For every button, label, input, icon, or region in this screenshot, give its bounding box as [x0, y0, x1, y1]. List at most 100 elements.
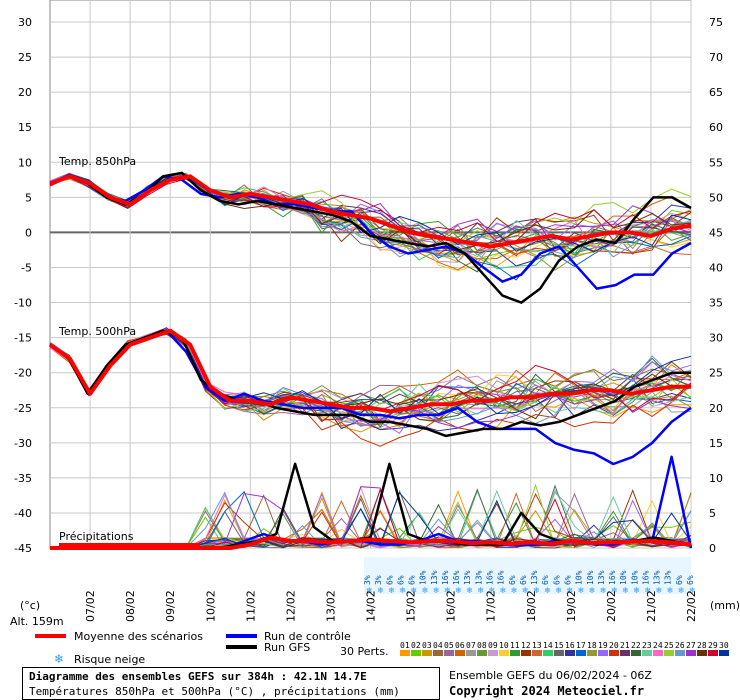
date-tick-label: 19/02 — [565, 590, 578, 622]
pert-swatch-26 — [675, 650, 685, 656]
right-tick-label: 20 — [709, 402, 723, 415]
pert-number-29: 29 — [708, 641, 718, 650]
series-line-0-t500 — [48, 328, 691, 414]
pert-swatch-16 — [565, 650, 575, 656]
snow-risk-flake-icon: ❄ — [477, 586, 484, 595]
snow-risk-value: 6% — [552, 575, 561, 585]
precip-label: Précipitations — [59, 530, 134, 543]
snow-risk-flake-icon: ❄ — [644, 586, 651, 595]
pert-number-04: 04 — [433, 641, 443, 650]
legend-snow-label: Risque neige — [74, 653, 145, 666]
snow-risk-value: 6% — [508, 575, 517, 585]
right-tick-label: 45 — [709, 226, 723, 239]
snow-risk-band — [364, 557, 691, 594]
date-tick-label: 15/02 — [405, 590, 418, 622]
pert-number-07: 07 — [466, 641, 476, 650]
snow-risk-flake-icon: ❄ — [633, 586, 640, 595]
date-tick-label: 13/02 — [324, 590, 337, 622]
left-tick-label: 5 — [25, 191, 32, 204]
snow-risk-value: 6% — [541, 575, 550, 585]
snow-risk-flake-icon: ❄ — [566, 586, 573, 595]
date-tick-label: 17/02 — [485, 590, 498, 622]
snow-risk-value: 16% — [486, 570, 495, 585]
pert-number-08: 08 — [477, 641, 487, 650]
pert-swatch-10 — [499, 650, 509, 656]
date-tick-label: 16/02 — [445, 590, 458, 622]
snowflake-icon: ❄ — [54, 652, 64, 666]
pert-swatch-24 — [653, 650, 663, 656]
legend-gfs-label: Run GFS — [264, 641, 310, 654]
pert-swatch-23 — [642, 650, 652, 656]
snow-risk-flake-icon: ❄ — [533, 586, 540, 595]
snow-risk-value: 3% — [374, 575, 383, 585]
pert-number-05: 05 — [444, 641, 454, 650]
snow-risk-flake-icon: ❄ — [377, 586, 384, 595]
snow-risk-value: 13% — [463, 570, 472, 585]
pert-number-20: 20 — [609, 641, 619, 650]
pert-swatch-12 — [521, 650, 531, 656]
snow-risk-row: 3%❄3%❄6%❄6%❄6%❄10%❄13%❄16%❄16%❄13%❄13%❄1… — [363, 557, 696, 595]
date-tick-label: 12/02 — [284, 590, 297, 622]
snow-risk-flake-icon: ❄ — [466, 586, 473, 595]
series-line-0-t850 — [49, 174, 692, 249]
snow-risk-value: 6% — [385, 575, 394, 585]
date-tick-label: 21/02 — [645, 590, 658, 622]
date-tick-label: 11/02 — [244, 590, 257, 622]
right-tick-label: 30 — [709, 332, 723, 345]
left-tick-label: -30 — [14, 437, 32, 450]
legend-control-label: Run de contrôle — [264, 630, 351, 643]
right-tick-label: 5 — [709, 507, 716, 520]
pert-number-15: 15 — [554, 641, 564, 650]
pert-swatch-11 — [510, 650, 520, 656]
ensemble-line-29-t850 — [49, 177, 692, 242]
series-line-2-t500 — [49, 329, 691, 438]
snow-risk-flake-icon: ❄ — [411, 586, 418, 595]
right-tick-label: 60 — [709, 121, 723, 134]
right-tick-label: 70 — [709, 51, 723, 64]
snow-risk-value: 13% — [530, 570, 539, 585]
pert-number-11: 11 — [510, 641, 520, 650]
pert-swatch-04 — [433, 650, 443, 656]
pert-swatch-03 — [422, 650, 432, 656]
pert-number-26: 26 — [675, 641, 685, 650]
snow-risk-flake-icon: ❄ — [489, 586, 496, 595]
right-tick-label: 15 — [709, 437, 723, 450]
date-tick-label: 10/02 — [204, 590, 217, 622]
left-tick-label: -35 — [14, 472, 32, 485]
snow-risk-value: 3% — [363, 575, 372, 585]
pert-number-30: 30 — [719, 641, 729, 650]
date-tick-label: 22/02 — [685, 590, 698, 622]
pert-number-10: 10 — [499, 641, 509, 650]
left-tick-label: -15 — [14, 332, 32, 345]
snow-risk-value: 6% — [408, 575, 417, 585]
chart-grid — [49, 0, 692, 549]
perturbation-legend: 01 02 03 04 05 06 07 08 09 10 11 12 13 14 15 16 17 18 19 20… — [400, 641, 729, 656]
snow-risk-value: 10% — [419, 570, 428, 585]
right-tick-label: 40 — [709, 261, 723, 274]
t500-label: Temp. 500hPa — [58, 325, 136, 338]
pert-swatch-27 — [686, 650, 696, 656]
pert-number-22: 22 — [631, 641, 641, 650]
footer-subtitle: Températures 850hPa et 500hPa (°C) , pré… — [29, 685, 400, 698]
snow-risk-value: 10% — [575, 570, 584, 585]
snow-risk-value: 16% — [497, 570, 506, 585]
date-tick-label: 08/02 — [124, 590, 137, 622]
pert-number-06: 06 — [455, 641, 465, 650]
snow-risk-value: 10% — [630, 570, 639, 585]
snow-risk-flake-icon: ❄ — [555, 586, 562, 595]
pert-number-13: 13 — [532, 641, 542, 650]
date-tick-label: 09/02 — [164, 590, 177, 622]
snow-risk-flake-icon: ❄ — [544, 586, 551, 595]
pert-swatch-08 — [477, 650, 487, 656]
snow-risk-flake-icon: ❄ — [433, 586, 440, 595]
snow-risk-value: 10% — [586, 570, 595, 585]
left-tick-label: -40 — [14, 507, 32, 520]
pert-swatch-19 — [598, 650, 608, 656]
right-tick-label: 0 — [709, 542, 716, 555]
snow-risk-flake-icon: ❄ — [455, 586, 462, 595]
pert-swatch-13 — [532, 650, 542, 656]
pert-swatch-17 — [576, 650, 586, 656]
snow-risk-value: 13% — [597, 570, 606, 585]
snow-risk-value: 13% — [430, 570, 439, 585]
